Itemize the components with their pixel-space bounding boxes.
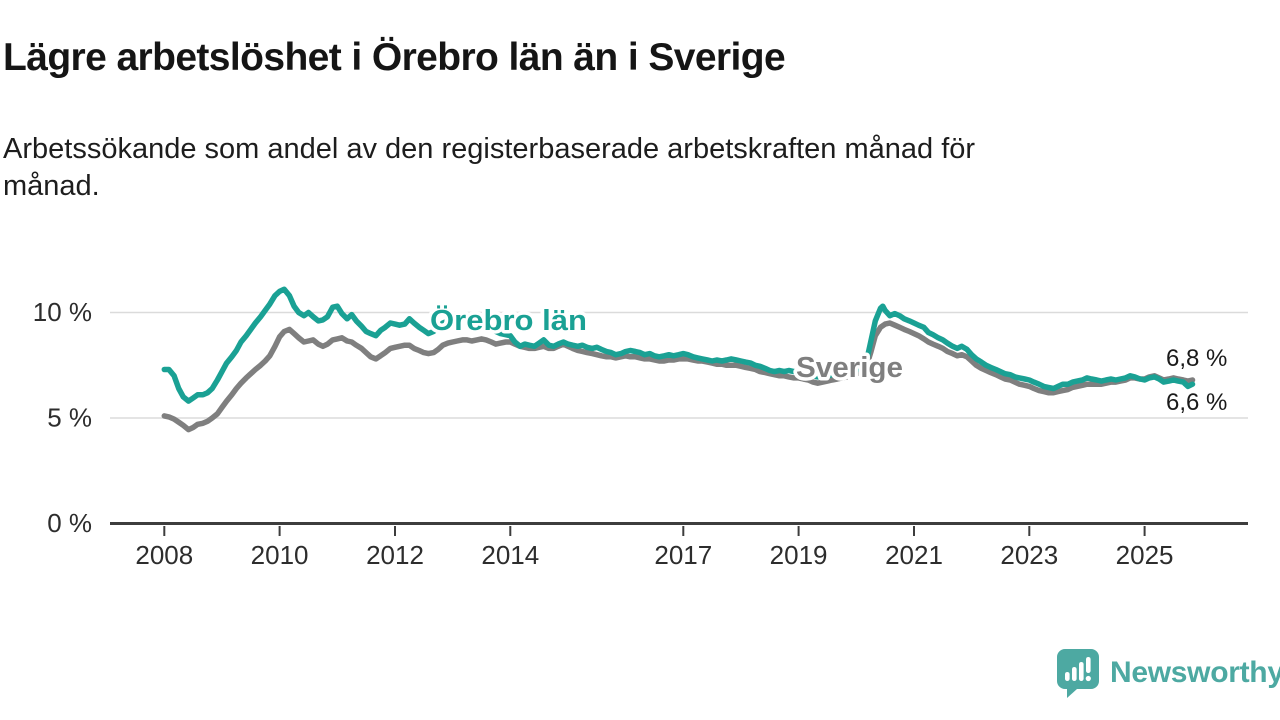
x-tick-label-2014: 2014 — [481, 540, 539, 570]
series-lines — [161, 286, 1196, 433]
end-value-label-orebro: 6,6 % — [1166, 389, 1227, 416]
x-axis — [110, 522, 1248, 536]
end-value-label-sverige: 6,8 % — [1166, 345, 1227, 372]
series-line-orebro-lan — [161, 286, 1196, 404]
y-tick-label-5pct: 5 % — [47, 403, 92, 433]
chart-subtitle-line-1: Arbetssökande som andel av den registerb… — [3, 133, 976, 165]
chart-subtitle: Arbetssökande som andel av den registerb… — [3, 131, 975, 205]
x-tick-label-2010: 2010 — [251, 540, 309, 570]
axis-tick-labels: 2008 2010 2012 2014 2017 2019 2021 2023 2025 0 % 5… — [33, 297, 1174, 570]
newsworthy-logo-icon — [1057, 649, 1099, 698]
gridlines — [110, 311, 1248, 419]
y-tick-label-10pct: 10 % — [33, 297, 92, 327]
x-tick-label-2008: 2008 — [135, 540, 193, 570]
newsworthy-logo: Newsworthy — [1056, 648, 1280, 698]
x-tick-label-2019: 2019 — [770, 540, 828, 570]
x-tick-label-2012: 2012 — [366, 540, 424, 570]
series-label-sverige: Sverige — [796, 352, 903, 384]
x-tick-label-2021: 2021 — [885, 540, 943, 570]
x-tick-label-2023: 2023 — [1000, 540, 1058, 570]
x-tick-label-2025: 2025 — [1116, 540, 1174, 570]
newsworthy-logo-text: Newsworthy — [1110, 656, 1280, 689]
y-tick-label-0pct: 0 % — [47, 508, 92, 538]
series-line-sverige — [161, 320, 1196, 433]
series-label-orebro-lan: Örebro län — [430, 304, 587, 337]
x-tick-label-2017: 2017 — [654, 540, 712, 570]
chart-title: Lägre arbetslöshet i Örebro län än i Sve… — [3, 36, 786, 79]
chart-subtitle-line-2: månad. — [3, 170, 100, 202]
